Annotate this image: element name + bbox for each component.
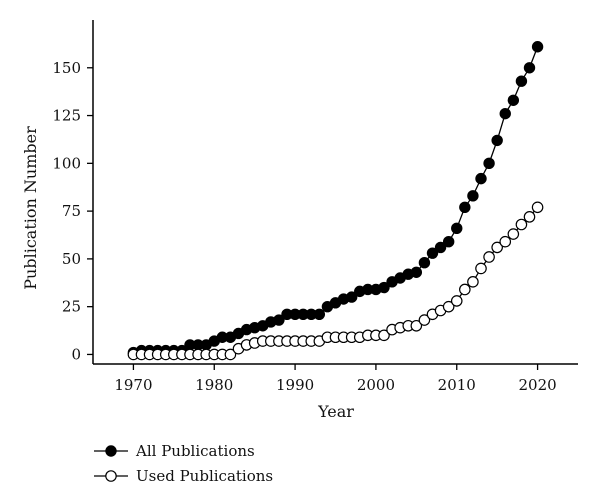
y-tick-label: 25	[62, 298, 81, 316]
data-point-filled	[523, 62, 536, 74]
axes	[92, 20, 578, 365]
series-used-publications	[127, 201, 544, 361]
data-point-filled	[434, 241, 447, 254]
y-axis-title: Publication Number	[21, 126, 40, 290]
data-point-open	[459, 283, 471, 296]
data-point-filled	[515, 75, 528, 87]
data-point-filled	[345, 291, 358, 303]
data-point-open	[418, 314, 431, 326]
data-point-filled	[483, 157, 495, 170]
data-point-open	[378, 329, 390, 342]
data-point-filled	[531, 41, 544, 53]
data-point-open	[523, 211, 536, 223]
data-point-filled	[491, 134, 503, 147]
y-tick-label: 50	[62, 250, 81, 268]
data-point-open	[450, 295, 463, 307]
data-point-open	[507, 228, 520, 240]
x-tick-label: 2020	[518, 376, 556, 394]
y-tick-label: 0	[71, 345, 81, 363]
data-point-open	[515, 218, 528, 231]
series-all-publications	[127, 41, 544, 359]
data-point-open	[491, 241, 503, 254]
data-point-filled	[499, 107, 511, 120]
data-point-filled	[507, 94, 520, 106]
data-point-open	[410, 319, 423, 332]
legend-item-used-publications: Used Publications	[94, 467, 273, 485]
legend: All Publications Used Publications	[94, 442, 273, 485]
x-tick-label: 1980	[195, 376, 233, 394]
data-point-filled	[410, 266, 423, 278]
y-tick-label: 150	[52, 59, 81, 77]
data-point-open	[442, 300, 455, 313]
series-layer	[127, 41, 544, 361]
data-point-filled	[426, 247, 439, 259]
data-point-open	[467, 276, 479, 288]
data-point-filled	[459, 201, 471, 213]
legend-marker-open-circle	[105, 470, 117, 482]
y-tick-label: 75	[62, 202, 81, 220]
legend-marker-filled-circle	[105, 445, 117, 457]
y-tick-label: 125	[52, 107, 81, 125]
x-tick-label: 1970	[114, 376, 152, 394]
data-point-open	[224, 348, 237, 361]
y-ticks: 0 25 50 75 100 125 150	[52, 59, 93, 363]
legend-label-all-publications: All Publications	[135, 442, 255, 460]
data-point-open	[531, 201, 544, 214]
x-ticks: 1970 1980 1990 2000 2010 2020	[114, 364, 557, 394]
data-point-open	[475, 262, 487, 275]
data-point-open	[499, 235, 512, 248]
data-point-filled	[378, 281, 390, 294]
y-tick-label: 100	[52, 154, 81, 172]
legend-item-all-publications: All Publications	[94, 442, 255, 460]
data-point-filled	[418, 257, 431, 269]
data-point-filled	[467, 190, 479, 202]
data-point-filled	[475, 172, 487, 185]
x-tick-label: 2010	[438, 376, 476, 394]
data-point-filled	[442, 235, 455, 248]
data-point-filled	[273, 314, 285, 326]
legend-label-used-publications: Used Publications	[136, 467, 273, 485]
x-tick-label: 2000	[357, 376, 395, 394]
data-point-filled	[313, 308, 326, 321]
data-point-open	[483, 251, 495, 263]
x-tick-label: 1990	[276, 376, 314, 394]
x-axis-title: Year	[317, 402, 354, 421]
data-point-filled	[451, 222, 463, 235]
